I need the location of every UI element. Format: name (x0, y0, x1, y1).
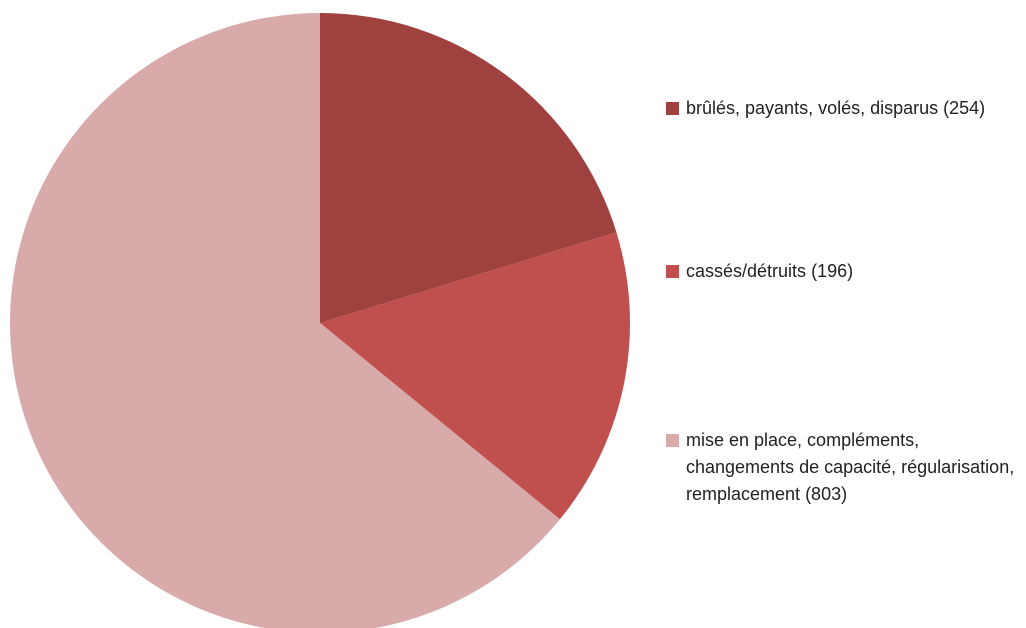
legend-swatch (666, 434, 679, 447)
pie-slice (320, 232, 630, 520)
legend-item: brûlés, payants, volés, disparus (254) (666, 95, 1018, 122)
legend-label: cassés/détruits (686, 261, 807, 281)
legend-value: (803) (805, 484, 848, 504)
pie-slice (320, 13, 617, 323)
legend-swatch (666, 102, 679, 115)
legend-label: brûlés, payants, volés, disparus (686, 98, 939, 118)
pie-slice (10, 13, 560, 628)
legend-value: (196) (811, 261, 854, 281)
legend-item: mise en place, compléments, changements … (666, 427, 1018, 508)
legend-item: cassés/détruits (196) (666, 258, 1018, 285)
legend-swatch (666, 265, 679, 278)
legend-value: (254) (943, 98, 986, 118)
legend-label: mise en place, compléments, changements … (686, 430, 1015, 504)
